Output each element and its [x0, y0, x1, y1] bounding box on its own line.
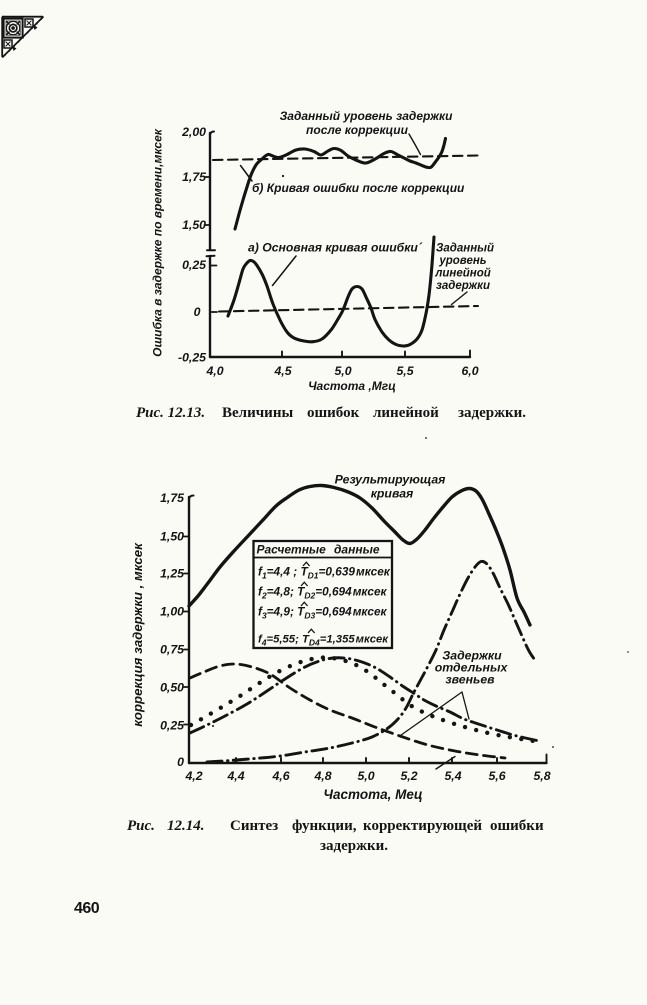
- svg-text:5,4: 5,4: [444, 769, 461, 783]
- svg-text:5,6: 5,6: [488, 769, 505, 783]
- svg-text:Задержки: Задержки: [442, 649, 502, 663]
- svg-text:460: 460: [74, 900, 100, 917]
- svg-text:Заданный: Заданный: [436, 243, 494, 255]
- svg-text:1,75: 1,75: [182, 170, 206, 184]
- svg-text:4,6: 4,6: [271, 769, 289, 783]
- svg-text:5,0: 5,0: [357, 769, 374, 783]
- svg-text:4,2: 4,2: [184, 769, 202, 783]
- svg-text:-0,25: -0,25: [178, 351, 206, 365]
- svg-text:f2=4,8; TD2=0,694мксек: f2=4,8; TD2=0,694мксек: [258, 585, 388, 601]
- svg-text:6,0: 6,0: [461, 364, 478, 378]
- svg-text:линейной: линейной: [434, 268, 491, 280]
- svg-text:Частота ,Мгц: Частота ,Мгц: [308, 379, 396, 393]
- svg-text:f3=4,9; TD3=0,694мксек: f3=4,9; TD3=0,694мксек: [258, 605, 388, 621]
- svg-text:0: 0: [194, 305, 201, 319]
- svg-text:уровень: уровень: [438, 255, 486, 267]
- svg-text:задержки: задержки: [436, 280, 490, 292]
- svg-text:отдельных: отдельных: [435, 661, 509, 675]
- svg-text:кривая: кривая: [371, 487, 414, 501]
- svg-text:1,50: 1,50: [182, 218, 206, 232]
- svg-text:0,50: 0,50: [160, 681, 184, 695]
- svg-text:5,5: 5,5: [396, 364, 413, 378]
- svg-text:5,2: 5,2: [400, 769, 417, 783]
- svg-text:а) Основная кривая ошибкиˊ: а) Основная кривая ошибкиˊ: [248, 241, 423, 255]
- svg-text:f1=4,4 ; TD1=0,639мксек: f1=4,4 ; TD1=0,639мксек: [258, 565, 391, 581]
- svg-text:0,25: 0,25: [160, 719, 184, 733]
- svg-text:Ошибка в задержке по времени,м: Ошибка в задержке по времени,мксек: [151, 128, 165, 357]
- svg-text:Результирующая: Результирующая: [335, 473, 447, 487]
- svg-text:0: 0: [177, 755, 184, 769]
- svg-text:после коррекции: после коррекции: [306, 123, 409, 137]
- svg-text:коррекция задержки , мксек: коррекция задержки , мксек: [130, 542, 145, 727]
- svg-text:задержки.: задержки.: [320, 838, 388, 854]
- svg-text:Частота, Мец: Частота, Мец: [323, 787, 422, 802]
- svg-text:1,00: 1,00: [160, 605, 184, 619]
- svg-text:1,50: 1,50: [160, 530, 184, 544]
- svg-text:5,0: 5,0: [334, 364, 351, 378]
- svg-text:4,8: 4,8: [313, 769, 331, 783]
- svg-text:0,75: 0,75: [160, 643, 184, 657]
- svg-text:1,75: 1,75: [160, 491, 184, 505]
- svg-text:2,00: 2,00: [181, 125, 206, 139]
- svg-text:4,5: 4,5: [273, 364, 291, 378]
- svg-text:б) Кривая ошибки после коррекц: б) Кривая ошибки после коррекции: [252, 181, 465, 195]
- svg-text:5,8: 5,8: [533, 769, 550, 783]
- svg-text:f4=5,55; TD4=1,355мксек: f4=5,55; TD4=1,355мксек: [258, 634, 389, 648]
- svg-text:Заданный уровень задержки: Заданный уровень задержки: [280, 109, 454, 123]
- svg-text:4,4: 4,4: [226, 769, 244, 783]
- svg-text:1,25: 1,25: [160, 567, 184, 581]
- svg-text:4,0: 4,0: [205, 364, 223, 378]
- svg-text:0,25: 0,25: [182, 258, 206, 272]
- svg-text:звеньев: звеньев: [445, 673, 495, 687]
